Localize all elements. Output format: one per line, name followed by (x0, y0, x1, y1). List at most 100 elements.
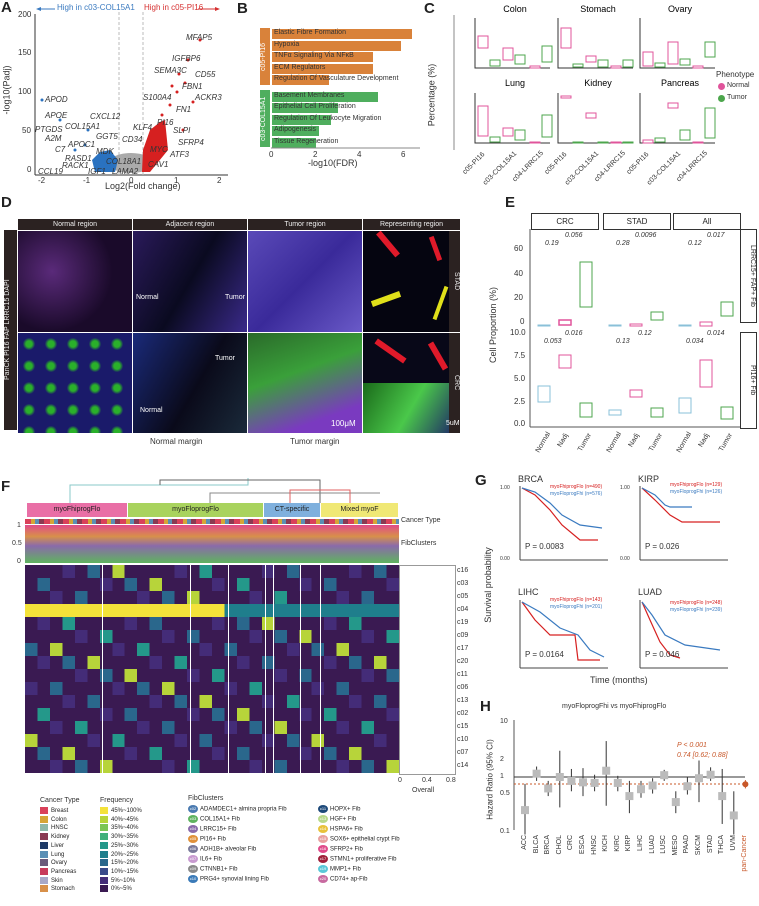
row-label: c09 (457, 632, 469, 639)
legend-normal-margin: Normal margin (150, 437, 203, 446)
pathway-label: Epithelial Cell Proliferation (274, 103, 356, 110)
legend-item: c16 SFRP2+ Fib (318, 845, 363, 853)
gene-label: CD55 (195, 70, 216, 79)
legend-item: Skin (40, 876, 63, 884)
legend-title: Cancer Type (40, 797, 80, 804)
pathway-label: Basement Membranes (274, 91, 345, 99)
x-cat: KIRC (613, 835, 621, 852)
legend-title: FibClusters (188, 795, 224, 802)
enrichment-bar (272, 103, 338, 113)
legend-item: c17 STMN1+ proliferative Fib (318, 855, 397, 863)
legend-item: c04 LRRC15+ Fib (188, 825, 237, 833)
x-tick: -2 (38, 176, 46, 185)
x-cat: BLCA (532, 835, 540, 854)
km-legend: myoFloprogFhi (n=576) (550, 491, 603, 497)
legend-item: Breast (40, 807, 68, 814)
legend-item: 15%~20% (100, 859, 139, 866)
legend-dot-tumor (718, 95, 725, 102)
gene-label: CCL19 (38, 167, 63, 176)
heatmap-row (25, 721, 399, 734)
region-label-normal: Normal (140, 407, 163, 414)
x-tick: 0.8 (446, 777, 456, 784)
gene-label: FBN1 (182, 82, 203, 91)
svg-text:Lung: Lung (505, 78, 525, 88)
heatmap-grid (25, 565, 399, 773)
x-cat: KICH (602, 835, 610, 852)
x-cat: LIHC (637, 835, 644, 851)
legend-item: c20 CD74+ ap-Fib (318, 875, 368, 883)
panel-e-cell-proportion: E Cell Proportion (%) CRC STAD All LRRC1… (460, 194, 759, 475)
x-axis-label: Log2(Fold change) (105, 181, 181, 191)
km-legend: myoFhiprogFlo (n=129) (670, 482, 723, 488)
pathway-label: ECM Regulators (274, 63, 326, 71)
image-stad-tumor (248, 231, 362, 332)
panel-c-boxplots: C Percentage (%) Colon Stomach Ovary Lun… (420, 0, 759, 190)
legend-title: Frequency (100, 797, 134, 804)
p-value: 0.053 (544, 338, 562, 345)
overall-label: Overall (412, 787, 435, 794)
row-label: c16 (457, 567, 469, 574)
y-axis-label: -log10(Padj) (1, 65, 12, 115)
legend-item: c19 MMP1+ Fib (318, 865, 361, 873)
legend-item: Stomach (40, 885, 75, 892)
gene-label: MDK (96, 147, 114, 156)
x-cat: STAD (706, 835, 714, 854)
y-tick: 0.5 (500, 789, 510, 797)
legend-item: Lung (40, 850, 64, 858)
gene-label: CD34 (122, 135, 143, 144)
heatmap-row (25, 669, 399, 682)
legend-item: c05 PI16+ Fib (188, 835, 226, 843)
legend-item: 35%~40% (100, 824, 139, 831)
legend-item: c07 IL6+ Fib (188, 855, 222, 863)
y-tick: 40 (514, 269, 523, 278)
b-axis (271, 147, 420, 149)
x-tick: 2 (217, 176, 222, 185)
heatmap-row (25, 760, 399, 773)
pathway-label: Regulation Of Leukocyte Migration (274, 114, 382, 122)
row-label: c11 (457, 671, 468, 678)
legend-item: c09 CTNNB1+ Fib (188, 865, 238, 873)
y-tick: 150 (18, 48, 32, 57)
row-label: c19 (457, 619, 469, 626)
track-label: FibClusters (401, 540, 437, 547)
y-tick: 0.1 (500, 828, 510, 835)
panel-label: D (1, 194, 12, 211)
pathway-label: TNFα Signaling Via NFκB (274, 52, 354, 59)
km-legend: myoFhiprogFlo (n=143) (550, 597, 603, 603)
group-separator (300, 565, 301, 773)
p-value: 0.12 (638, 330, 652, 337)
svg-text:Stomach: Stomach (580, 4, 616, 14)
y-tick: 10 (500, 718, 508, 725)
heatmap-row (25, 682, 399, 695)
y-tick: 20 (514, 293, 523, 302)
arrow-left-label: High in c03-COL15A1 (57, 3, 135, 12)
row-label: c20 (457, 658, 469, 665)
y-tick: 2.5 (514, 397, 526, 406)
p-value: P = 0.0164 (525, 650, 564, 659)
gene-label: APOC1 (68, 140, 96, 149)
gene-label: COL15A1 (65, 122, 101, 131)
enrichment-bar (272, 75, 330, 85)
x-cat: CRC (567, 835, 575, 851)
y-tick: 1.00 (500, 485, 510, 491)
boxplot-grid: Colon Stomach Ovary Lung Kidney Pancreas (453, 4, 716, 150)
p-value: 0.056 (565, 232, 583, 239)
image-crc-tumor (248, 333, 362, 433)
enrichment-bar (272, 52, 374, 62)
gene-label: MFAP5 (186, 33, 213, 42)
y-tick: 1 (17, 522, 21, 529)
km-legend: myoFloprogFhi (n=239) (670, 607, 723, 613)
row-strip-pi16: PI16+ Fib (740, 332, 757, 429)
x-tick: 0 (129, 176, 134, 185)
p-value: 0.034 (686, 338, 704, 345)
gene-label: C7 (55, 145, 66, 154)
x-cat: UVM (729, 835, 737, 851)
panel-h-hazard-ratio: H myoFloprogFhi vs myoFhiprogFlo Hazard … (470, 698, 759, 906)
p-value: 0.28 (616, 240, 630, 247)
km-title: BRCA (518, 474, 544, 484)
p-value: 0.017 (707, 232, 725, 239)
group-mixed: Mixed myoF (321, 503, 398, 517)
legend-item: 5%~10% (100, 876, 135, 884)
heatmap-row (25, 747, 399, 760)
scale-bar-label: 5uM (446, 420, 460, 427)
